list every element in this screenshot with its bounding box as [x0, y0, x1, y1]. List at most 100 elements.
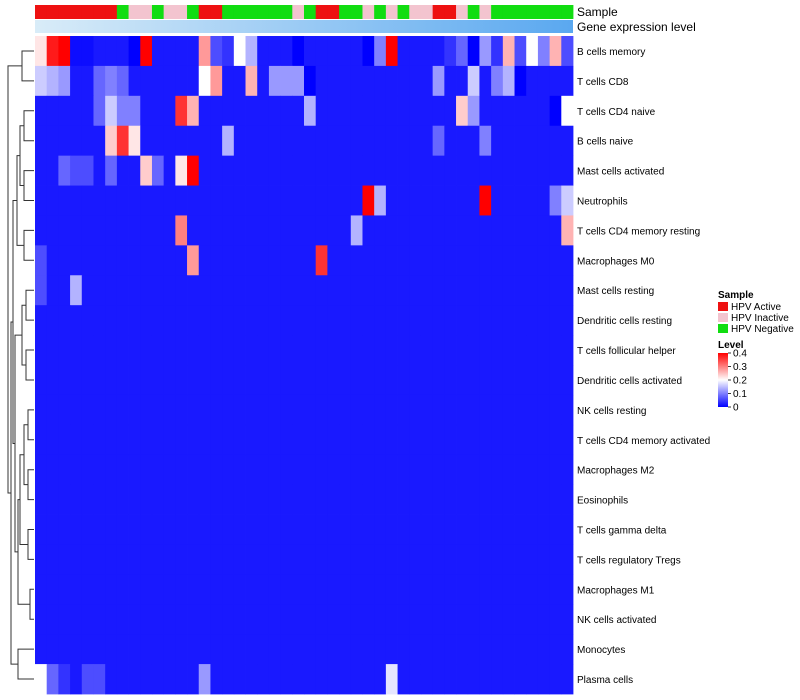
- annotation-label-expression: Gene expression level: [577, 20, 696, 34]
- heatmap-cell: [257, 484, 270, 515]
- heatmap-cell: [140, 95, 153, 127]
- heatmap-cell: [479, 544, 492, 575]
- heatmap-cell: [268, 664, 282, 695]
- heatmap-cell: [268, 634, 282, 665]
- heatmap-cell: [292, 335, 305, 366]
- heatmap-cell: [374, 275, 387, 306]
- heatmap-cell: [374, 305, 387, 336]
- heatmap-cell: [502, 484, 515, 515]
- sample-annotation-cell: [222, 5, 235, 19]
- heatmap-cell: [304, 664, 317, 695]
- legend-level-tick-label: 0.3: [733, 362, 747, 373]
- heatmap-cell: [268, 424, 282, 456]
- heatmap-cell: [198, 454, 211, 486]
- legend-swatch-negative: [718, 324, 728, 333]
- heatmap-cell: [491, 634, 504, 665]
- heatmap-cell: [339, 36, 352, 67]
- heatmap-cell: [502, 604, 515, 635]
- heatmap-cell: [222, 36, 235, 67]
- heatmap-cell: [257, 664, 270, 695]
- heatmap-cell: [151, 454, 165, 486]
- heatmap-cell: [514, 36, 527, 67]
- heatmap-cell: [350, 245, 363, 276]
- heatmap-cell: [35, 275, 48, 306]
- sample-annotation-cell: [210, 5, 223, 19]
- sample-annotation-cell: [140, 5, 153, 19]
- heatmap-cell: [128, 305, 141, 336]
- heatmap-cell: [549, 36, 562, 67]
- heatmap-cell: [491, 245, 504, 276]
- heatmap-cell: [456, 574, 469, 605]
- heatmap-cell: [362, 514, 375, 545]
- heatmap-cell: [70, 275, 83, 306]
- heatmap-cell: [105, 125, 118, 157]
- heatmap-cell: [537, 484, 551, 515]
- expression-annotation-bar: [35, 20, 573, 33]
- heatmap-cell: [304, 454, 317, 486]
- heatmap-cell: [549, 185, 562, 216]
- heatmap-cell: [222, 604, 235, 635]
- heatmap-cell: [70, 185, 83, 216]
- heatmap-cell: [292, 155, 305, 186]
- heatmap-cell: [140, 514, 153, 545]
- heatmap-cell: [315, 634, 328, 665]
- heatmap-cell: [245, 604, 258, 635]
- heatmap-cell: [385, 305, 398, 336]
- heatmap-cell: [292, 65, 305, 97]
- heatmap-cell: [35, 574, 48, 605]
- heatmap-cell: [187, 454, 200, 486]
- heatmap-cell: [292, 454, 305, 486]
- heatmap-cell: [175, 365, 188, 396]
- heatmap-cell: [187, 36, 200, 67]
- heatmap-cell: [245, 365, 258, 396]
- heatmap-cell: [233, 604, 246, 635]
- heatmap-cell: [257, 215, 270, 246]
- heatmap-cell: [93, 424, 106, 456]
- heatmap-cell: [105, 514, 118, 545]
- heatmap-cell: [514, 245, 527, 276]
- heatmap-cell: [187, 305, 200, 336]
- heatmap-cell: [304, 365, 317, 396]
- heatmap-cell: [420, 544, 434, 575]
- heatmap-cell: [397, 454, 410, 486]
- heatmap-cell: [502, 514, 515, 545]
- heatmap-cell: [280, 574, 293, 605]
- heatmap-cell: [514, 65, 527, 97]
- heatmap-cell: [432, 394, 445, 426]
- heatmap-cell: [268, 514, 282, 545]
- heatmap-cell: [479, 155, 492, 186]
- heatmap-cell: [198, 95, 211, 127]
- legend-level-tick-label: 0.4: [733, 349, 747, 360]
- heatmap-cell: [58, 664, 71, 695]
- heatmap-cell: [409, 484, 422, 515]
- heatmap-cell: [46, 36, 59, 67]
- heatmap-cell: [374, 365, 387, 396]
- heatmap-cell: [245, 215, 258, 246]
- heatmap-cell: [350, 125, 363, 157]
- heatmap-cell: [315, 604, 328, 635]
- heatmap-cell: [70, 335, 83, 366]
- heatmap-cell: [491, 305, 504, 336]
- heatmap-cell: [397, 634, 410, 665]
- heatmap-cell: [502, 335, 515, 366]
- heatmap-cell: [385, 365, 398, 396]
- heatmap-cell: [456, 335, 469, 366]
- heatmap-cell: [151, 305, 165, 336]
- heatmap-cell: [537, 185, 551, 216]
- heatmap-cell: [526, 424, 539, 456]
- heatmap-cell: [444, 215, 457, 246]
- heatmap-cell: [46, 634, 59, 665]
- sample-annotation-cell: [163, 5, 176, 19]
- heatmap-cell: [444, 365, 457, 396]
- sample-annotation-cell: [456, 5, 469, 19]
- heatmap-cell: [105, 335, 118, 366]
- heatmap-cell: [93, 95, 106, 127]
- heatmap-cell: [432, 604, 445, 635]
- heatmap-cell: [327, 335, 340, 366]
- heatmap-cell: [268, 275, 282, 306]
- heatmap-cell: [140, 125, 153, 157]
- heatmap-cell: [268, 454, 282, 486]
- heatmap-cell: [374, 604, 387, 635]
- heatmap-cell: [128, 335, 141, 366]
- heatmap-cell: [245, 65, 258, 97]
